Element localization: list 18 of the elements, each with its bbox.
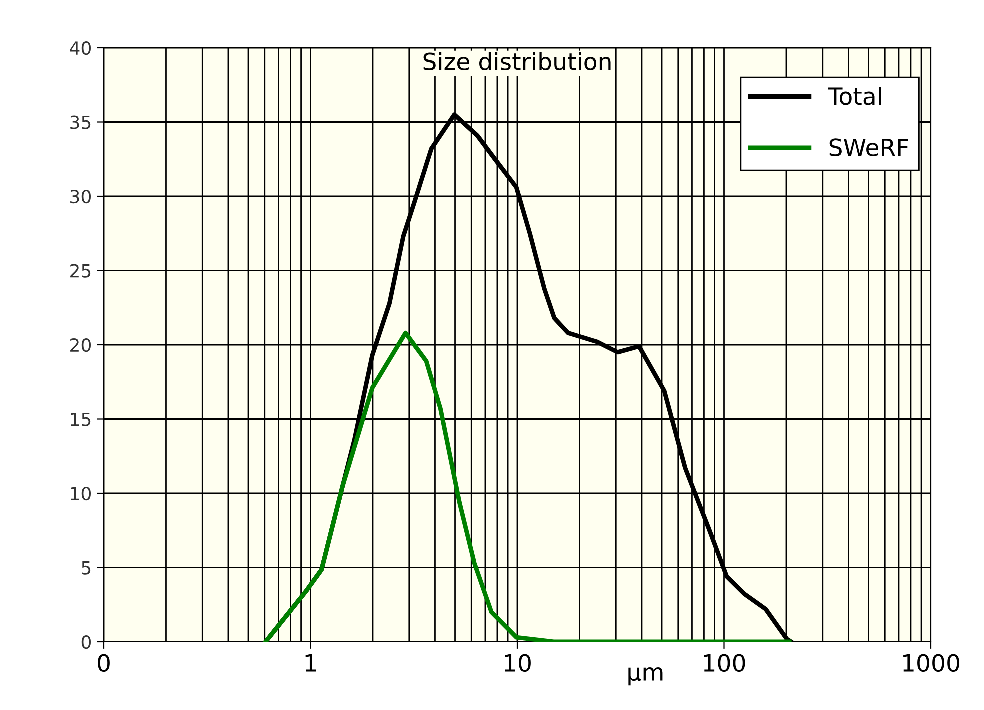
- y-tick-label: 40: [70, 41, 91, 56]
- legend-label: SWeRF: [830, 138, 908, 157]
- x-tick-label: 10: [505, 654, 531, 672]
- x-axis-title: μm: [628, 668, 663, 686]
- legend-label: Total: [828, 87, 882, 106]
- y-tick-label: 15: [71, 412, 91, 426]
- x-tick-label: 1: [306, 654, 316, 672]
- y-tick-label: 30: [70, 190, 91, 204]
- y-tick-label: 10: [71, 486, 91, 501]
- y-tick-label: 0: [82, 635, 91, 650]
- x-tick-label: 100: [704, 654, 746, 672]
- y-tick-label: 5: [82, 561, 91, 575]
- y-tick-label: 20: [70, 338, 91, 352]
- x-tick-label: 1000: [904, 654, 960, 672]
- x-tick-label: 0: [98, 654, 110, 672]
- chart-title: Size distribution: [424, 52, 611, 71]
- y-tick-label: 25: [70, 264, 91, 278]
- y-tick-label: 35: [70, 116, 91, 130]
